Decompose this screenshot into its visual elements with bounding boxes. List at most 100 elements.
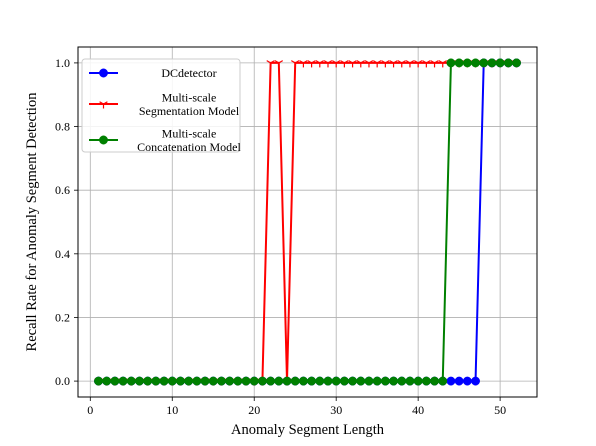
data-point [315,376,325,386]
y-tick-label: 0.8 [55,120,70,134]
data-point [430,376,439,386]
data-point [192,376,202,386]
x-tick-label: 10 [166,403,178,417]
data-point [471,58,480,68]
data-point [438,376,448,386]
data-point [339,376,349,386]
data-point [405,376,415,386]
data-point [274,376,284,386]
data-point [102,376,112,386]
data-point [446,58,456,68]
legend-label: Multi-scale [162,126,217,140]
x-tick-label: 40 [412,403,424,417]
plot-frame [77,46,538,398]
legend-label: Multi-scale [162,90,217,104]
data-point [323,376,333,386]
data-point [274,60,284,68]
data-point [389,60,398,68]
data-point [143,376,153,386]
data-point [99,101,108,109]
data-point [331,376,341,386]
data-point [397,60,406,68]
x-axis-label: Anomaly Segment Length [231,422,385,438]
data-point [340,60,349,68]
x-tick-label: 20 [248,403,260,417]
data-point [110,376,120,386]
data-point [135,376,144,386]
data-point [118,376,128,386]
y-tick-label: 0.2 [55,310,70,324]
data-point [471,376,480,386]
data-point [381,60,390,68]
legend-box [81,58,241,153]
data-point [94,376,103,386]
data-point [364,60,374,68]
data-point [299,60,308,68]
data-point [356,376,366,386]
data-point [479,58,489,68]
data-point [462,58,472,68]
data-point [372,60,382,68]
data-point [430,60,439,68]
data-point [331,60,341,68]
y-axis-label: Recall Rate for Anomaly Segment Detectio… [24,92,40,352]
legend-label: Concatenation Model [137,140,241,154]
data-point [233,376,243,386]
x-tick-label: 30 [330,403,342,417]
legend-entry: DCdetector [89,66,217,80]
data-point [389,376,399,386]
data-point [348,376,358,386]
data-point [307,60,316,68]
series-layer [94,58,521,386]
y-tick-label: 0.6 [55,183,70,197]
axis-ticks: 0 10 20 30 40 50 0.0 0.2 0.4 0.6 0.8 1.0 [55,56,506,417]
data-point [454,58,464,68]
data-point [413,376,423,386]
data-point [225,376,235,386]
data-point [176,376,185,386]
data-point [126,376,136,386]
y-tick-label: 0.0 [55,374,70,388]
data-point [405,60,415,68]
legend-label: Segmentation Model [139,104,240,118]
data-point [99,135,108,145]
data-point [323,60,333,68]
data-point [249,376,259,386]
x-tick-label: 50 [494,403,506,417]
data-point [298,376,308,386]
data-point [380,376,390,386]
data-point [99,68,108,78]
data-point [290,60,300,68]
data-point [167,376,177,386]
data-point [421,376,431,386]
data-point [397,376,407,386]
data-point [454,376,464,386]
x-tick-label: 0 [87,403,93,417]
legend-label: DCdetector [161,66,216,80]
data-point [159,376,169,386]
data-point [512,58,521,68]
data-point [315,60,325,68]
data-point [503,58,513,68]
data-point [216,376,226,386]
data-point [356,60,365,68]
data-point [257,376,267,386]
data-point [348,60,357,68]
series-multi-scale-concatenation-model [94,58,521,386]
data-point [184,376,194,386]
data-point [422,60,431,68]
data-point [446,376,456,386]
data-point [266,376,276,386]
data-point [462,376,472,386]
data-point [200,376,210,386]
data-point [282,376,292,386]
data-point [290,376,300,386]
data-point [307,376,317,386]
data-point [438,60,447,68]
data-point [495,58,505,68]
data-point [372,376,382,386]
